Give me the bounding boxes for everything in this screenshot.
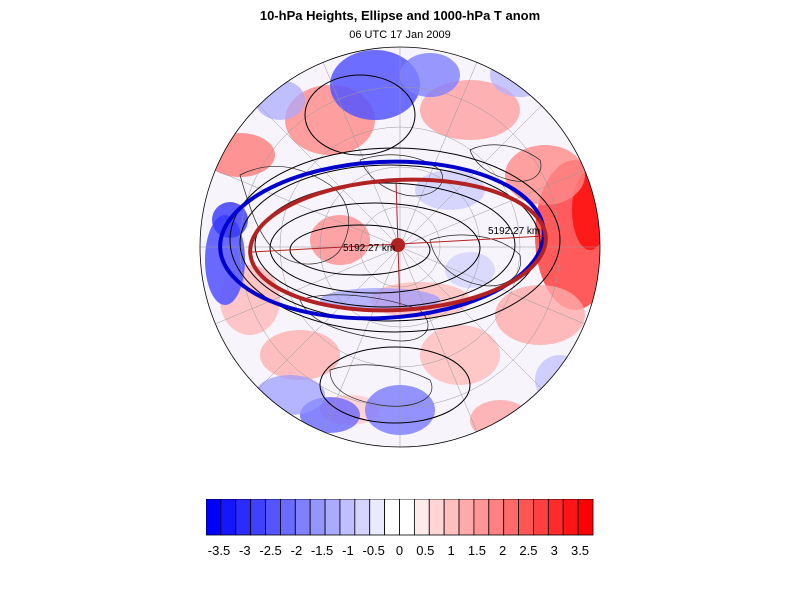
colorbar-bin	[473, 499, 490, 536]
colorbar-bin	[488, 499, 505, 536]
colorbar-bin	[294, 499, 311, 536]
colorbar-tick-label: -2.5	[259, 543, 282, 558]
colorbar-bin	[562, 499, 579, 536]
colorbar-bin	[309, 499, 326, 536]
colorbar-bin	[503, 499, 519, 536]
colorbar-bin	[206, 499, 222, 536]
globe-outline	[199, 46, 601, 448]
plot-subtitle: 06 UTC 17 Jan 2009	[349, 29, 451, 41]
globe	[200, 47, 600, 447]
colorbar-bin	[443, 499, 460, 536]
colorbar-bin	[265, 499, 281, 536]
plot-title: 10-hPa Heights, Ellipse and 1000-hPa T a…	[259, 8, 541, 23]
fitted-ellipse	[248, 177, 548, 313]
colorbar-tick-label: -0.5	[362, 543, 385, 558]
colorbar-tick-label: -3.5	[207, 543, 231, 558]
colorbar-bin	[458, 499, 475, 536]
colorbar-tick-label: 1.5	[467, 543, 486, 558]
height-contours	[229, 74, 561, 424]
colorbar-bin	[533, 499, 549, 536]
ellipse-minor-axis-label: 5192.27 km	[343, 243, 396, 254]
colorbar-bin	[324, 499, 341, 536]
colorbar	[206, 499, 594, 536]
colorbar-tick-label: 0.5	[416, 543, 435, 558]
colorbar-bin	[518, 499, 534, 536]
colorbar-tick-label: 2	[498, 543, 507, 558]
colorbar-bin	[399, 499, 415, 536]
colorbar-bin	[235, 499, 252, 536]
colorbar-bin	[547, 499, 564, 536]
ellipse-major-axis-label: 5192.27 km	[488, 226, 541, 237]
colorbar-tick-label: 0	[395, 543, 404, 558]
colorbar-bin	[220, 499, 237, 536]
coastlines	[239, 144, 542, 407]
colorbar-bin	[428, 499, 445, 536]
colorbar-bin	[354, 499, 371, 536]
colorbar-bin	[250, 499, 266, 536]
colorbar-bin	[369, 499, 386, 536]
colorbar-tick-label: -2	[290, 543, 303, 558]
colorbar-bin	[577, 499, 594, 536]
colorbar-tick-label: 1	[447, 543, 455, 558]
colorbar-tick-label: 3	[550, 543, 558, 558]
colorbar-bin	[413, 499, 430, 536]
colorbar-tick-label: 2.5	[519, 543, 538, 558]
colorbar-tick-label: -3	[239, 543, 251, 558]
colorbar-tick-label: -1	[342, 543, 354, 558]
ellipse-centroid	[391, 238, 405, 252]
colorbar-tick-label: -1.5	[310, 543, 334, 558]
colorbar-tick-label: 3.5	[570, 543, 590, 558]
colorbar-bin	[384, 499, 400, 536]
colorbar-bin	[280, 499, 296, 536]
colorbar-bin	[339, 499, 356, 536]
